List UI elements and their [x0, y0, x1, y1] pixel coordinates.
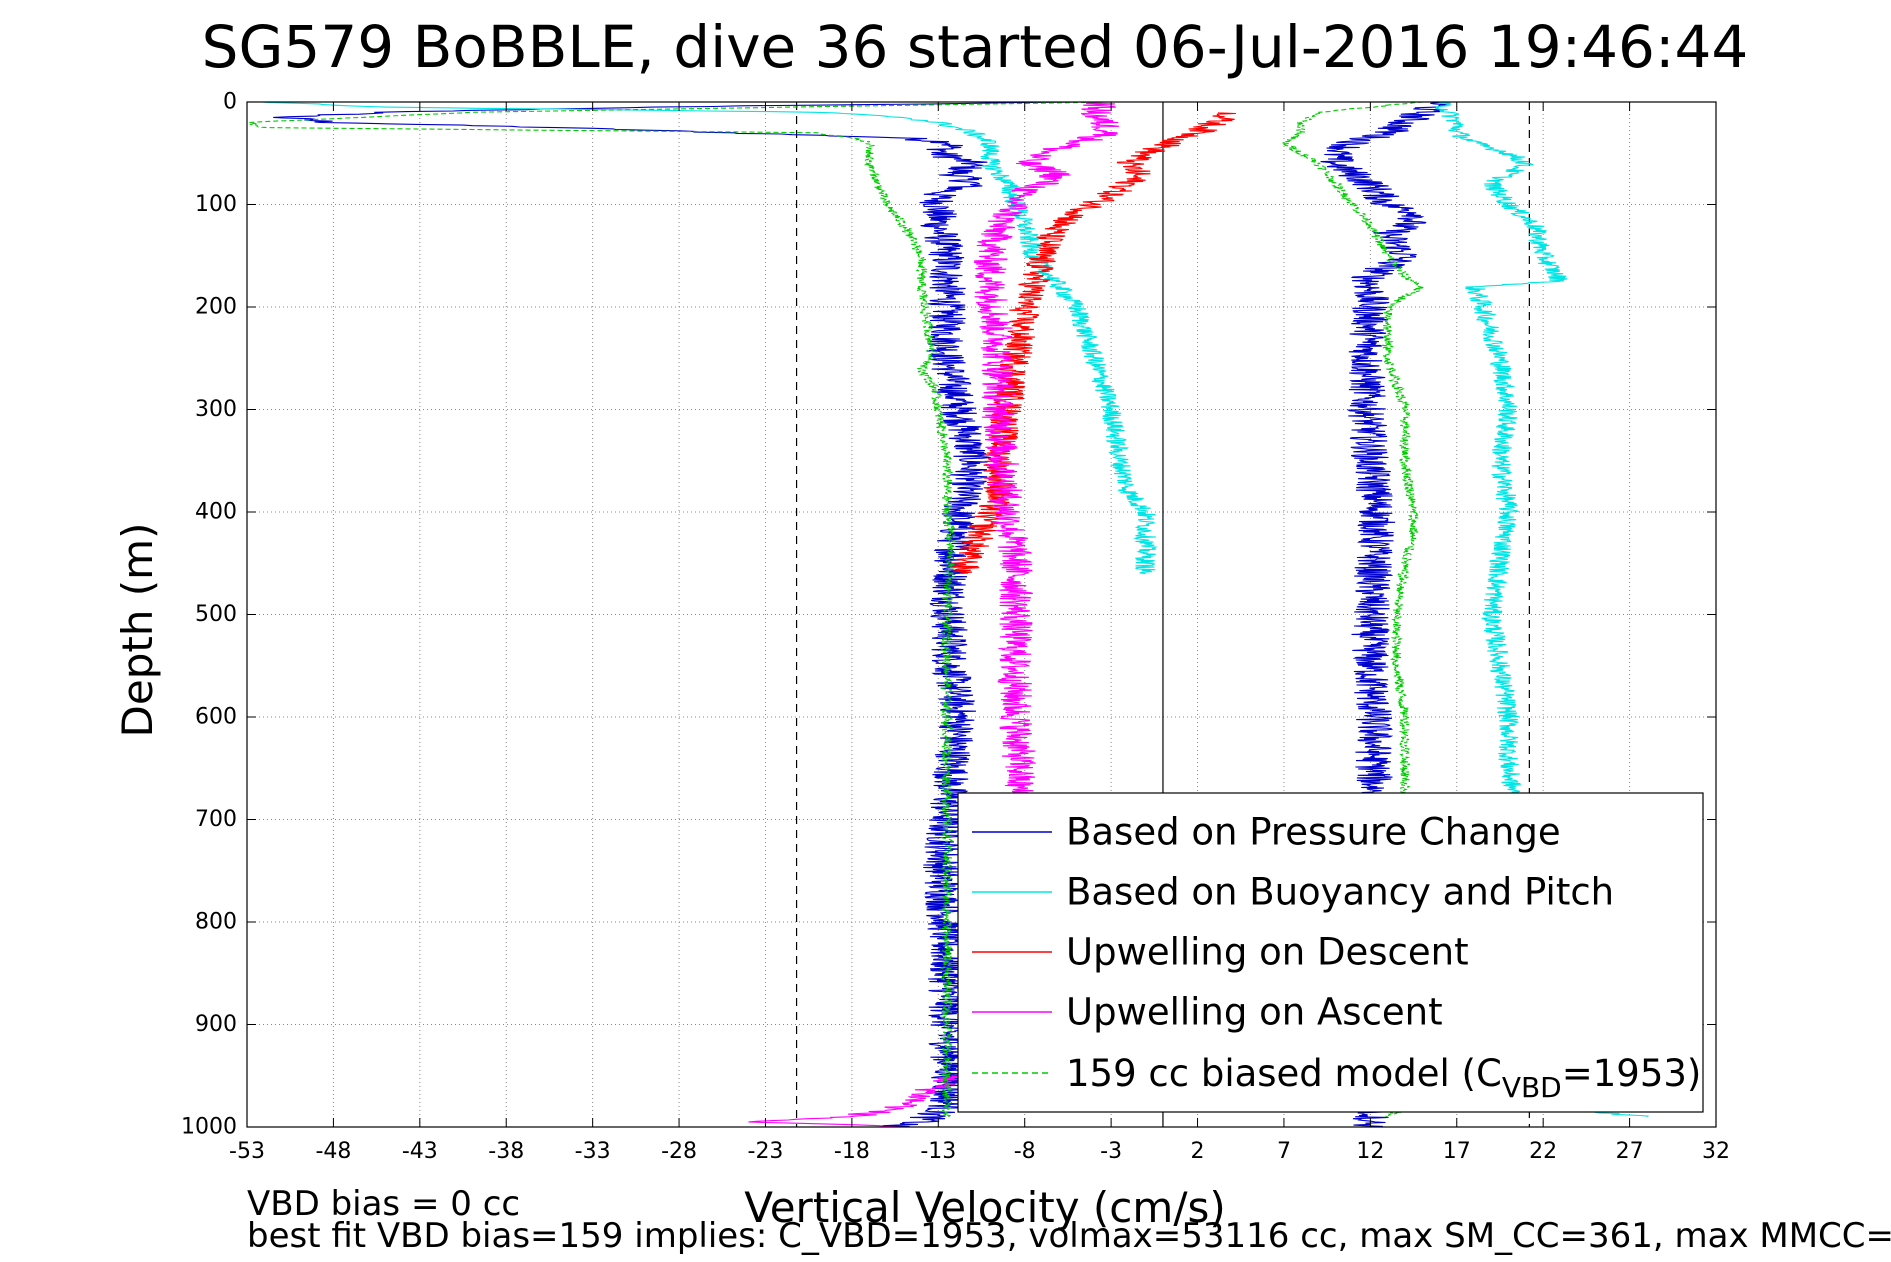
x-tick-label: -33	[575, 1139, 611, 1164]
footer-line-2: best fit VBD bias=159 implies: C_VBD=195…	[247, 1216, 1891, 1256]
legend-box	[957, 792, 1704, 1113]
y-axis-tick-labels: 0 100 200 300 400 500 600 700 800 900 1000	[181, 90, 237, 1140]
x-tick-label: -13	[920, 1139, 956, 1164]
y-tick-label: 0	[223, 90, 237, 115]
x-tick-label: -18	[834, 1139, 870, 1164]
x-tick-label: -28	[661, 1139, 697, 1164]
series-line-3-branch-1	[748, 1075, 963, 1128]
chart-title: SG579 BoBBLE, dive 36 started 06-Jul-201…	[202, 13, 1749, 81]
legend-label: Based on Pressure Change	[1066, 811, 1561, 854]
y-axis-label: Depth (m)	[113, 523, 162, 738]
series-line-4-branch-0	[249, 101, 1111, 1118]
legend-item-model: 159 cc biased model (CVBD=1953)	[972, 1052, 1701, 1104]
x-tick-label: 32	[1702, 1139, 1730, 1164]
legend-item: Based on Pressure Change	[972, 811, 1561, 854]
x-tick-label: 22	[1529, 1139, 1557, 1164]
legend-item: Upwelling on Ascent	[972, 991, 1443, 1034]
tick-marks	[246, 101, 1717, 1128]
y-tick-label: 900	[195, 1012, 237, 1037]
y-tick-label: 200	[195, 295, 237, 320]
legend-label-model-subscript: VBD	[1502, 1071, 1562, 1104]
x-axis-label: Vertical Velocity (cm/s)	[744, 1183, 1225, 1232]
legend-label: Upwelling on Descent	[1066, 931, 1469, 974]
x-tick-label: 27	[1616, 1139, 1644, 1164]
y-tick-label: 700	[195, 807, 237, 832]
x-tick-label: 7	[1277, 1139, 1291, 1164]
series-line-1-branch-0	[262, 101, 1158, 575]
legend-label: Based on Buoyancy and Pitch	[1066, 871, 1614, 914]
y-tick-label: 300	[195, 397, 237, 422]
x-tick-label: -3	[1100, 1139, 1122, 1164]
x-tick-label: -38	[488, 1139, 524, 1164]
y-tick-label: 100	[195, 192, 237, 217]
legend-label: Upwelling on Ascent	[1066, 991, 1443, 1034]
series-line-0-branch-0	[273, 101, 1083, 1128]
legend-item: Upwelling on Descent	[972, 931, 1469, 974]
legend: Based on Pressure Change Based on Buoyanc…	[957, 792, 1704, 1113]
y-tick-label: 800	[195, 910, 237, 935]
footer-line-1: VBD bias = 0 cc	[247, 1184, 520, 1224]
series-line-3-branch-0	[973, 101, 1120, 821]
y-tick-label: 1000	[181, 1115, 237, 1140]
x-tick-label: 12	[1356, 1139, 1384, 1164]
y-tick-label: 600	[195, 705, 237, 730]
legend-label-model: 159 cc biased model (CVBD=1953)	[1066, 1052, 1701, 1104]
x-tick-label: -53	[229, 1139, 265, 1164]
x-tick-label: -23	[748, 1139, 784, 1164]
x-tick-label: -8	[1014, 1139, 1036, 1164]
series-line-2-branch-0	[950, 112, 1236, 575]
x-tick-label: 17	[1443, 1139, 1471, 1164]
y-tick-label: 500	[195, 602, 237, 627]
y-tick-label: 400	[195, 500, 237, 525]
x-tick-label: -43	[402, 1139, 438, 1164]
x-tick-label: -48	[315, 1139, 351, 1164]
legend-item: Based on Buoyancy and Pitch	[972, 871, 1614, 914]
x-tick-label: 2	[1191, 1139, 1205, 1164]
x-axis-tick-labels: -53 -48 -43 -38 -33 -28 -23 -18 -13 -8 -3 2 7 12 17 22 2…	[229, 1139, 1730, 1164]
